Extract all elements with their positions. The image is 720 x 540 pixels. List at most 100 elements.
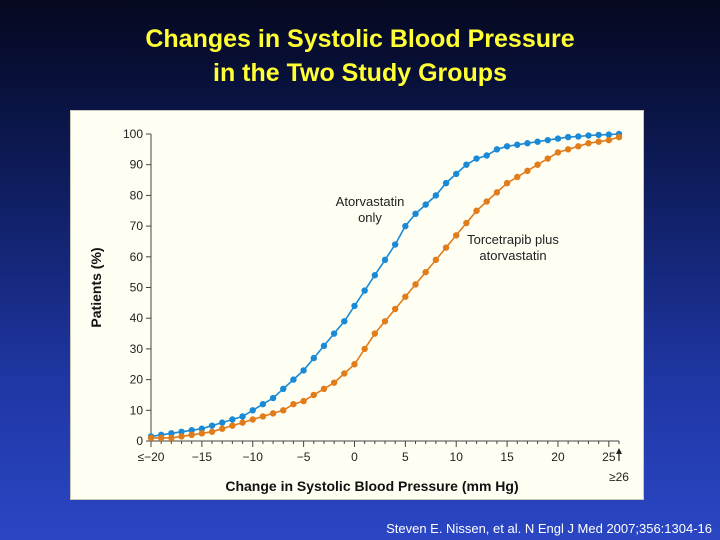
- series-2-point: [157, 434, 165, 442]
- y-tick-label: 70: [130, 219, 144, 233]
- x-tick-label: −10: [243, 450, 264, 464]
- series-2-point: [259, 413, 267, 420]
- series-1-point: [168, 430, 175, 437]
- series-2-line: [151, 136, 620, 439]
- series-1-point: [341, 318, 348, 325]
- citation: Steven E. Nissen, et al. N Engl J Med 20…: [386, 521, 712, 536]
- series-2-point: [310, 391, 317, 399]
- series-1-point: [320, 342, 328, 350]
- series-1-point: [381, 256, 389, 264]
- x-tick-label: 0: [351, 450, 358, 464]
- series-2-point: [208, 428, 216, 435]
- series-2-point: [402, 293, 409, 300]
- series-1-point: [300, 367, 307, 374]
- y-tick-label: 100: [123, 127, 143, 141]
- series-1-point: [483, 152, 490, 159]
- series-2-point: [219, 425, 226, 432]
- series-1-point: [310, 354, 317, 362]
- series-2-point: [168, 434, 175, 442]
- series-1-point: [371, 272, 379, 279]
- series-1-point: [402, 222, 409, 230]
- y-tick-label: 30: [130, 342, 144, 356]
- y-tick-label: 20: [130, 373, 144, 387]
- series-2-point: [341, 370, 348, 377]
- series-2-point: [442, 244, 450, 251]
- series-2-point: [503, 179, 511, 187]
- y-tick-label: 40: [130, 311, 144, 325]
- series-1-point: [554, 135, 562, 142]
- series-2-point: [351, 361, 358, 368]
- series-1-point: [290, 376, 297, 383]
- series-2-point: [432, 256, 440, 264]
- series-2-point: [280, 407, 287, 414]
- x-tick-label: −5: [297, 450, 311, 464]
- series-1-point: [585, 132, 592, 139]
- series-2-point: [290, 400, 297, 408]
- series-1-point: [178, 428, 185, 435]
- y-axis-title: Patients (%): [88, 247, 104, 327]
- series-1-point: [330, 330, 338, 337]
- series-1-point: [514, 141, 521, 148]
- y-tick-label: 50: [130, 281, 144, 295]
- x-tick-label: 5: [402, 450, 409, 464]
- series-1-point: [595, 131, 602, 139]
- series-2-point: [229, 422, 236, 429]
- series-2-point: [554, 149, 562, 156]
- series-2-point: [615, 133, 623, 141]
- series-2-point: [391, 305, 399, 313]
- annotation-1-line-2: only: [358, 210, 382, 225]
- series-1-point: [188, 427, 195, 434]
- series-1-point: [249, 407, 256, 414]
- series-1-point: [575, 133, 582, 140]
- line-chart: 0 10 20 30 40 50 60 70 80 90 100 ≤−20 −15 −10 −5 0 5 10 15…: [88, 127, 629, 494]
- y-tick-label: 60: [130, 250, 144, 264]
- series-2-point: [300, 397, 307, 405]
- slide-title-line-2: in the Two Study Groups: [213, 59, 507, 87]
- series-2-point: [595, 138, 602, 145]
- series-1-point: [269, 394, 277, 402]
- series-1-point: [605, 131, 613, 138]
- x-extra-label: ≥26: [609, 470, 629, 484]
- series-1-point: [524, 140, 531, 147]
- series-1-point: [503, 143, 511, 150]
- series-1-point: [442, 179, 450, 187]
- series-2-point: [320, 385, 328, 393]
- series-2-point: [178, 433, 185, 440]
- series-2-point: [330, 379, 338, 386]
- series-1-point: [463, 161, 470, 168]
- series-1-point: [564, 133, 572, 141]
- x-tick-label: 10: [450, 450, 464, 464]
- series-2-point: [605, 136, 613, 144]
- series-1-point: [412, 210, 419, 218]
- series-2-point: [534, 161, 541, 168]
- x-tick-label: 20: [551, 450, 565, 464]
- y-tick-label: 10: [130, 403, 144, 417]
- series-2-point: [544, 155, 551, 162]
- y-tick-label: 80: [130, 188, 144, 202]
- slide-title: Changes in Systolic Blood Pressure in th…: [0, 22, 720, 90]
- series-2-point: [371, 330, 379, 337]
- series-1-point: [280, 385, 287, 393]
- series-1-point: [361, 287, 368, 294]
- series-2-point: [524, 167, 531, 175]
- series-2-point: [422, 268, 429, 276]
- chart-panel: 0 10 20 30 40 50 60 70 80 90 100 ≤−20 −15 −10 −5 0 5 10 15…: [70, 110, 644, 500]
- annotation-2-line-1: Torcetrapib plus: [467, 232, 559, 247]
- series-1-point: [544, 136, 551, 144]
- series-1-point: [473, 155, 480, 162]
- series-1-point: [239, 413, 246, 420]
- series-1-point: [351, 302, 358, 310]
- x-tick-label: 25: [602, 450, 616, 464]
- series-2-point: [361, 345, 368, 353]
- series-1-point: [422, 201, 429, 208]
- series-2-point: [463, 219, 470, 227]
- series-1-line: [150, 133, 620, 438]
- series-2-point: [249, 416, 256, 423]
- series-1-point: [432, 192, 440, 199]
- series-1-point: [198, 425, 206, 432]
- series-2-point: [412, 281, 419, 288]
- series-2-point: [381, 318, 389, 325]
- series-1-point: [219, 419, 226, 426]
- annotation-2-line-2: atorvastatin: [479, 248, 546, 263]
- annotation-1-line-1: Atorvastatin: [336, 194, 405, 209]
